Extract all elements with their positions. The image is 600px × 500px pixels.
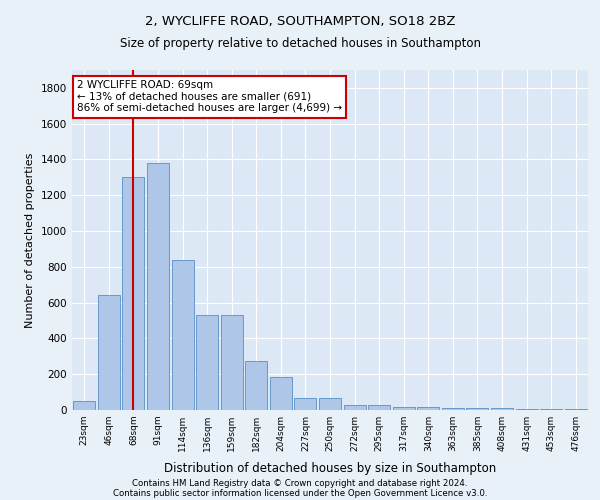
Bar bbox=[319, 398, 341, 410]
Bar bbox=[442, 408, 464, 410]
Bar bbox=[392, 408, 415, 410]
Bar bbox=[515, 409, 538, 410]
Text: Contains public sector information licensed under the Open Government Licence v3: Contains public sector information licen… bbox=[113, 488, 487, 498]
Bar bbox=[245, 361, 268, 410]
Bar bbox=[466, 408, 488, 410]
Bar bbox=[565, 409, 587, 410]
Text: 2 WYCLIFFE ROAD: 69sqm
← 13% of detached houses are smaller (691)
86% of semi-de: 2 WYCLIFFE ROAD: 69sqm ← 13% of detached… bbox=[77, 80, 342, 114]
Bar bbox=[196, 315, 218, 410]
Bar bbox=[368, 404, 390, 410]
Text: Size of property relative to detached houses in Southampton: Size of property relative to detached ho… bbox=[119, 38, 481, 51]
Bar bbox=[147, 163, 169, 410]
Bar bbox=[417, 408, 439, 410]
Bar bbox=[73, 401, 95, 410]
Bar bbox=[270, 377, 292, 410]
Bar bbox=[221, 315, 243, 410]
Text: Contains HM Land Registry data © Crown copyright and database right 2024.: Contains HM Land Registry data © Crown c… bbox=[132, 478, 468, 488]
Y-axis label: Number of detached properties: Number of detached properties bbox=[25, 152, 35, 328]
Bar bbox=[98, 296, 120, 410]
Bar bbox=[295, 398, 316, 410]
Bar bbox=[122, 178, 145, 410]
Bar bbox=[491, 408, 513, 410]
Bar bbox=[540, 409, 562, 410]
Bar bbox=[344, 404, 365, 410]
Text: 2, WYCLIFFE ROAD, SOUTHAMPTON, SO18 2BZ: 2, WYCLIFFE ROAD, SOUTHAMPTON, SO18 2BZ bbox=[145, 15, 455, 28]
Bar bbox=[172, 260, 194, 410]
X-axis label: Distribution of detached houses by size in Southampton: Distribution of detached houses by size … bbox=[164, 462, 496, 475]
